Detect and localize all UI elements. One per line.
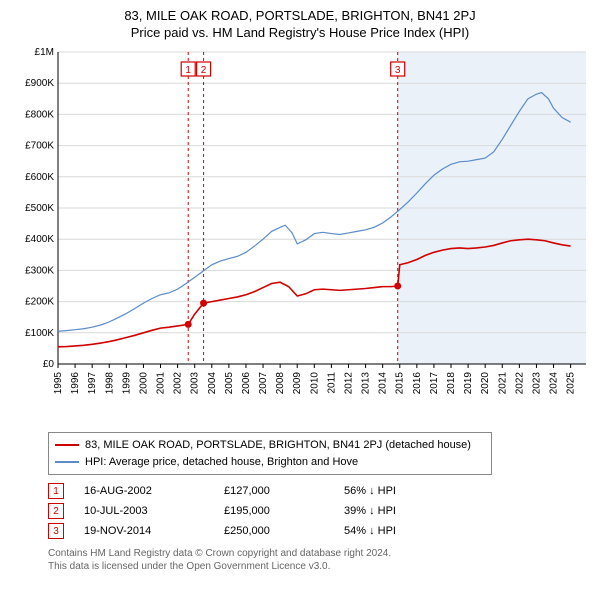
svg-text:2005: 2005	[224, 372, 235, 395]
svg-text:2014: 2014	[378, 372, 389, 395]
event-row: 3 19-NOV-2014£250,00054% ↓ HPI	[48, 523, 592, 539]
svg-text:2007: 2007	[258, 372, 269, 395]
legend-label: HPI: Average price, detached house, Brig…	[85, 454, 358, 471]
svg-text:2020: 2020	[480, 372, 491, 395]
svg-text:£600K: £600K	[25, 172, 54, 183]
event-diff: 39% ↓ HPI	[344, 505, 396, 517]
svg-text:1997: 1997	[87, 372, 98, 395]
legend-box: 83, MILE OAK ROAD, PORTSLADE, BRIGHTON, …	[48, 432, 492, 475]
event-badge: 3	[48, 523, 64, 539]
event-list: 1 16-AUG-2002£127,00056% ↓ HPI 2 10-JUL-200…	[48, 483, 592, 539]
footer-line-1: Contains HM Land Registry data © Crown c…	[48, 547, 592, 560]
svg-text:£700K: £700K	[25, 141, 54, 152]
svg-text:1999: 1999	[121, 372, 132, 395]
svg-text:£0: £0	[43, 359, 55, 370]
svg-text:£200K: £200K	[25, 297, 54, 308]
svg-text:1995: 1995	[53, 372, 64, 395]
svg-text:£900K: £900K	[25, 78, 54, 89]
svg-text:£100K: £100K	[25, 328, 54, 339]
event-date: 10-JUL-2003	[84, 505, 224, 517]
svg-text:1996: 1996	[70, 372, 81, 395]
svg-text:2013: 2013	[361, 372, 372, 395]
chart-container: 83, MILE OAK ROAD, PORTSLADE, BRIGHTON, …	[0, 0, 600, 577]
svg-text:2017: 2017	[429, 372, 440, 395]
svg-text:2018: 2018	[446, 372, 457, 395]
svg-text:£1M: £1M	[35, 47, 54, 58]
event-row: 1 16-AUG-2002£127,00056% ↓ HPI	[48, 483, 592, 499]
event-badge: 2	[48, 503, 64, 519]
svg-text:£800K: £800K	[25, 109, 54, 120]
event-badge: 1	[48, 483, 64, 499]
legend-row: HPI: Average price, detached house, Brig…	[55, 454, 485, 471]
svg-text:2008: 2008	[275, 372, 286, 395]
svg-text:3: 3	[395, 65, 401, 76]
svg-text:£400K: £400K	[25, 234, 54, 245]
chart-area: £0 £100K £200K £300K £400K £500K £600K £700K £80…	[8, 46, 592, 426]
line-chart-svg: £0 £100K £200K £300K £400K £500K £600K £700K £80…	[8, 46, 592, 426]
svg-text:2002: 2002	[173, 372, 184, 395]
event-price: £250,000	[224, 525, 344, 537]
svg-text:2000: 2000	[138, 372, 149, 395]
event-price: £195,000	[224, 505, 344, 517]
svg-text:2015: 2015	[395, 372, 406, 395]
svg-text:2001: 2001	[156, 372, 167, 395]
svg-text:2024: 2024	[549, 372, 560, 395]
svg-text:1: 1	[185, 65, 191, 76]
event-price: £127,000	[224, 485, 344, 497]
title-line-2: Price paid vs. HM Land Registry's House …	[8, 25, 592, 40]
svg-text:2010: 2010	[309, 372, 320, 395]
svg-text:2011: 2011	[326, 372, 337, 394]
svg-text:2022: 2022	[514, 372, 525, 395]
title-line-1: 83, MILE OAK ROAD, PORTSLADE, BRIGHTON, …	[8, 8, 592, 23]
svg-text:2009: 2009	[292, 372, 303, 395]
event-date: 16-AUG-2002	[84, 485, 224, 497]
event-date: 19-NOV-2014	[84, 525, 224, 537]
svg-text:£300K: £300K	[25, 265, 54, 276]
svg-text:2006: 2006	[241, 372, 252, 395]
event-row: 2 10-JUL-2003£195,00039% ↓ HPI	[48, 503, 592, 519]
svg-text:2: 2	[201, 65, 207, 76]
legend-label: 83, MILE OAK ROAD, PORTSLADE, BRIGHTON, …	[85, 437, 471, 454]
svg-text:2023: 2023	[531, 372, 542, 395]
svg-text:1998: 1998	[104, 372, 115, 395]
svg-text:2012: 2012	[343, 372, 354, 395]
svg-text:2025: 2025	[566, 372, 577, 395]
legend-swatch	[55, 444, 79, 446]
footer-text: Contains HM Land Registry data © Crown c…	[48, 547, 592, 573]
svg-text:2016: 2016	[412, 372, 423, 395]
event-diff: 54% ↓ HPI	[344, 525, 396, 537]
svg-text:£500K: £500K	[25, 203, 54, 214]
svg-text:2019: 2019	[463, 372, 474, 395]
svg-text:2003: 2003	[190, 372, 201, 395]
footer-line-2: This data is licensed under the Open Gov…	[48, 560, 592, 573]
legend-row: 83, MILE OAK ROAD, PORTSLADE, BRIGHTON, …	[55, 437, 485, 454]
svg-text:2021: 2021	[497, 372, 508, 395]
event-diff: 56% ↓ HPI	[344, 485, 396, 497]
svg-text:2004: 2004	[207, 372, 218, 395]
legend-swatch	[55, 461, 79, 463]
